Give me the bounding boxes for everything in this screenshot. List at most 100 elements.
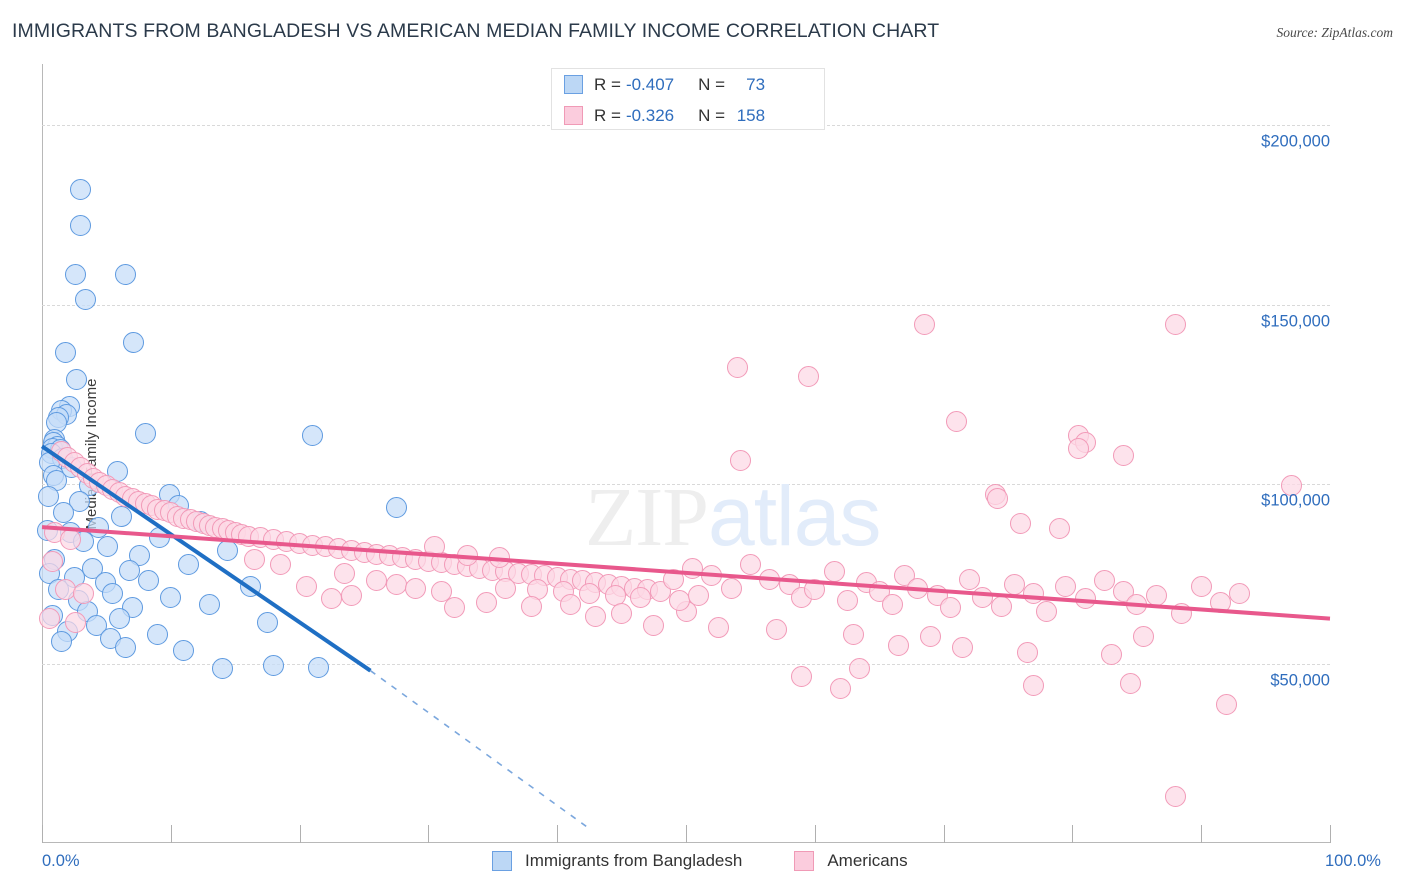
scatter-point bbox=[301, 425, 323, 447]
scatter-point bbox=[1280, 475, 1302, 497]
scatter-point bbox=[1036, 600, 1058, 622]
scatter-point bbox=[102, 583, 124, 604]
scatter-point bbox=[643, 615, 665, 637]
source-attribution: Source: ZipAtlas.com bbox=[1276, 25, 1393, 40]
scatter-point bbox=[888, 635, 910, 657]
x-axis-tick bbox=[299, 825, 301, 843]
scatter-point bbox=[295, 575, 317, 597]
y-axis-tick-label: $200,000 bbox=[1261, 132, 1330, 151]
scatter-point bbox=[173, 640, 195, 662]
gridline bbox=[42, 663, 1330, 665]
scatter-point bbox=[54, 342, 76, 364]
x-axis-tick bbox=[1201, 825, 1203, 843]
scatter-point bbox=[70, 215, 92, 237]
r-label-blue: R = bbox=[594, 74, 621, 94]
scatter-point bbox=[520, 595, 542, 617]
x-axis-tick bbox=[42, 825, 43, 843]
legend-label-americans: Americans bbox=[827, 851, 908, 870]
n-label-pink: N = bbox=[698, 105, 726, 125]
scatter-point bbox=[1068, 437, 1090, 459]
scatter-point bbox=[881, 593, 903, 615]
trendline-pink bbox=[41, 525, 1331, 621]
scatter-point bbox=[138, 570, 160, 592]
legend-item-immigrants[interactable]: Immigrants from Bangladesh bbox=[492, 851, 742, 871]
x-axis-tick bbox=[1072, 825, 1074, 843]
scatter-point bbox=[720, 577, 742, 599]
correlation-stats-box: R = -0.407 N = 73 R = -0.326 N = 158 bbox=[551, 68, 825, 130]
scatter-point bbox=[308, 656, 330, 678]
scatter-point bbox=[66, 369, 88, 391]
scatter-point bbox=[707, 617, 729, 639]
scatter-point bbox=[430, 581, 452, 603]
scatter-point bbox=[987, 487, 1009, 509]
scatter-point bbox=[830, 678, 852, 700]
scatter-point bbox=[81, 557, 103, 579]
trend-lines bbox=[40, 444, 1331, 830]
scatter-point bbox=[211, 658, 233, 680]
scatter-point bbox=[559, 593, 581, 615]
x-axis-tick bbox=[170, 825, 172, 843]
scatter-point bbox=[68, 491, 90, 513]
n-value-blue: 73 bbox=[746, 74, 766, 94]
legend-swatch-pink-icon bbox=[794, 851, 815, 871]
scatter-point bbox=[119, 559, 141, 581]
scatter-point bbox=[122, 331, 144, 353]
scatter-point bbox=[443, 597, 465, 619]
scatter-point bbox=[1119, 672, 1141, 694]
n-value-pink: 158 bbox=[736, 105, 766, 125]
x-axis-min-label: 0.0% bbox=[42, 852, 80, 870]
scatter-point bbox=[1216, 694, 1238, 716]
scatter-point bbox=[939, 597, 961, 619]
scatter-point bbox=[849, 658, 871, 680]
scatter-point bbox=[585, 606, 607, 628]
x-axis-tick bbox=[1330, 825, 1331, 843]
stats-row-blue: R = -0.407 N = 73 bbox=[552, 69, 824, 100]
scatter-point bbox=[334, 563, 356, 585]
gridline bbox=[42, 304, 1330, 306]
scatter-point bbox=[41, 550, 63, 572]
scatter-point bbox=[64, 611, 86, 633]
scatter-point bbox=[739, 554, 761, 576]
y-axis-tick-label: $50,000 bbox=[1270, 671, 1330, 689]
scatter-point bbox=[1132, 626, 1154, 648]
scatter-point bbox=[1055, 575, 1077, 597]
page-title: IMMIGRANTS FROM BANGLADESH VS AMERICAN M… bbox=[12, 20, 940, 42]
scatter-point bbox=[1229, 583, 1251, 604]
trendline-blue-extension bbox=[369, 670, 590, 830]
legend-swatch-blue-icon bbox=[492, 851, 512, 871]
scatter-point bbox=[1010, 513, 1032, 534]
scatter-point bbox=[688, 584, 710, 606]
scatter-point bbox=[256, 611, 278, 633]
scatter-point bbox=[1113, 444, 1135, 466]
r-value-pink: -0.326 bbox=[625, 105, 675, 125]
scatter-point bbox=[1164, 785, 1186, 807]
scatter-point bbox=[1190, 575, 1212, 597]
trendline-blue bbox=[40, 444, 372, 673]
plot-area: Median Family Income ZIPatlas $200,000 $1… bbox=[36, 64, 1331, 843]
x-axis-tick bbox=[557, 825, 559, 843]
scatter-point bbox=[1100, 644, 1122, 666]
x-axis-tick bbox=[686, 825, 687, 843]
scatter-point bbox=[115, 263, 137, 285]
scatter-point bbox=[160, 586, 182, 608]
y-axis-tick-label: $150,000 bbox=[1261, 312, 1330, 331]
chart-legend: Immigrants from Bangladesh Americans bbox=[492, 851, 960, 871]
scatter-point bbox=[147, 624, 169, 646]
scatter-point bbox=[791, 665, 813, 687]
x-axis-tick bbox=[814, 825, 816, 843]
scatter-point bbox=[37, 486, 59, 508]
scatter-point bbox=[385, 496, 407, 518]
legend-item-americans[interactable]: Americans bbox=[794, 851, 908, 871]
gridline bbox=[42, 484, 1330, 485]
scatter-point bbox=[1016, 642, 1038, 664]
x-axis-tick bbox=[428, 825, 430, 843]
scatter-point bbox=[952, 636, 974, 658]
stats-row-pink: R = -0.326 N = 158 bbox=[552, 100, 824, 131]
x-axis-max-label: 100.0% bbox=[1325, 852, 1381, 870]
scatter-point bbox=[178, 554, 200, 576]
scatter-point bbox=[611, 602, 633, 624]
x-axis-tick bbox=[943, 825, 945, 843]
scatter-point bbox=[578, 583, 600, 604]
scatter-point bbox=[72, 583, 94, 604]
